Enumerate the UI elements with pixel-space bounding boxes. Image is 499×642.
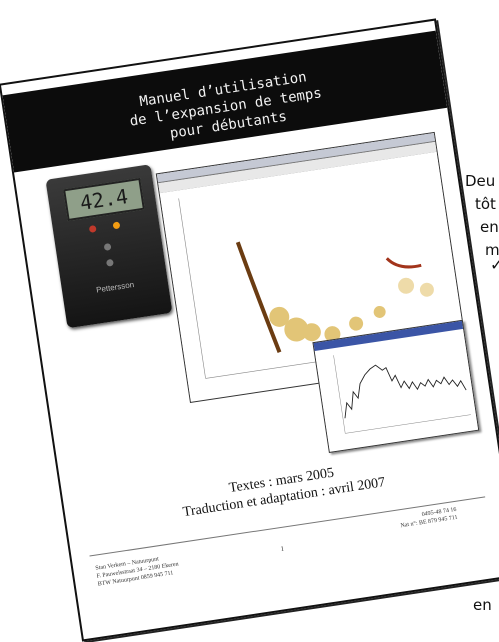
side-text-block: Deu tôt en m [455, 170, 499, 262]
side-text-line: m [485, 241, 499, 259]
footer-right: 0495-48 74 16 Nat n°: BE 879 945 711 [399, 506, 458, 530]
page-number: 1 [280, 544, 285, 554]
check-icon: ✓ [490, 257, 499, 274]
side-text-line: Deu [465, 172, 496, 190]
button-icon [105, 258, 114, 267]
footer-left: Stan Verkem – Natuurpunt F. Pauwelsstraa… [95, 553, 180, 589]
led-icon [88, 224, 97, 233]
meter-display: 42.4 [63, 177, 145, 222]
meter-brand: Pettersson [95, 280, 135, 295]
led-icon [112, 221, 121, 230]
power-spectrum-graphic [314, 329, 478, 451]
side-text-line: en [480, 218, 499, 236]
button-icon [103, 242, 112, 251]
document-page: Manuel d’utilisation de l’expansion de t… [0, 18, 499, 642]
bottom-text: en [473, 596, 492, 614]
bat-detector-image: 42.4 Pettersson [45, 164, 173, 329]
side-text-line: tôt [475, 195, 496, 213]
power-spectrum-window-image [312, 319, 480, 454]
